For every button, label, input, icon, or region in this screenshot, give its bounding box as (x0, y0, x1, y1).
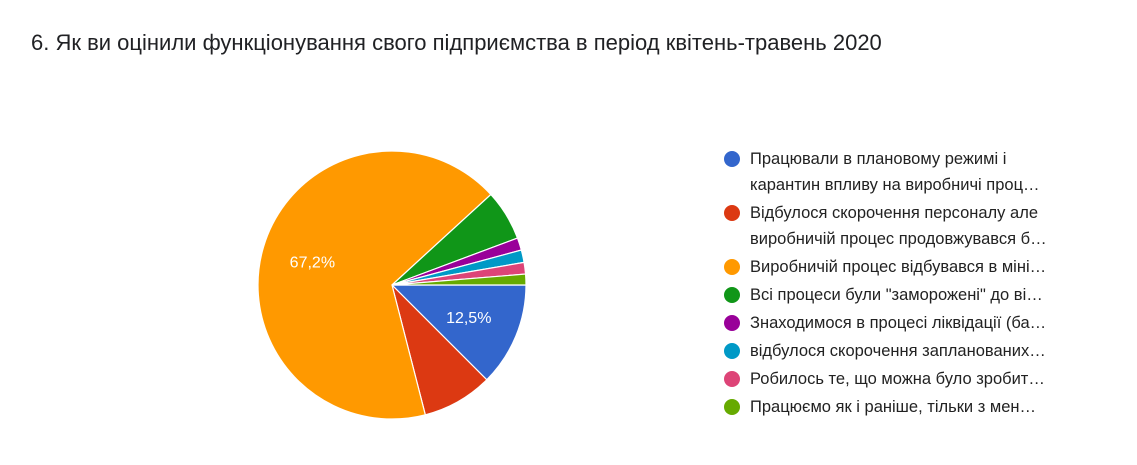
legend-color-dot (724, 343, 740, 359)
slice-data-label-3: 67,2% (290, 254, 335, 271)
legend-color-dot (724, 315, 740, 331)
legend-item-4[interactable]: Всі процеси були "заморожені" до ві… (722, 282, 1082, 308)
legend-label: Відбулося скорочення персоналу але вироб… (750, 204, 1047, 248)
legend-color-dot (724, 287, 740, 303)
chart-title: 6. Як ви оцінили функціонування свого пі… (31, 30, 882, 55)
legend-label: Всі процеси були "заморожені" до ві… (750, 286, 1043, 304)
legend-color-dot (724, 151, 740, 167)
legend-color-dot (724, 259, 740, 275)
legend-item-6[interactable]: відбулося скорочення запланованих… (722, 338, 1082, 364)
legend-item-3[interactable]: Виробничій процес відбувався в міні… (722, 254, 1082, 280)
pie-slice-3[interactable] (257, 150, 492, 420)
pie-slice-8[interactable] (391, 273, 527, 286)
legend-item-2[interactable]: Відбулося скорочення персоналу але вироб… (722, 200, 1082, 252)
chart-legend: Працювали в плановому режимі і карантин … (722, 146, 1082, 422)
legend-label: Знаходимося в процесі ліквідації (ба… (750, 314, 1047, 332)
legend-color-dot (724, 371, 740, 387)
legend-item-1[interactable]: Працювали в плановому режимі і карантин … (722, 146, 1082, 198)
legend-item-5[interactable]: Знаходимося в процесі ліквідації (ба… (722, 310, 1082, 336)
legend-color-dot (724, 399, 740, 415)
legend-label: Виробничій процес відбувався в міні… (750, 258, 1047, 276)
legend-item-8[interactable]: Працюємо як і раніше, тільки з мен… (722, 394, 1082, 420)
legend-label: відбулося скорочення запланованих… (750, 342, 1046, 360)
pie-slice-1[interactable] (390, 284, 527, 381)
legend-label: Працюємо як і раніше, тільки з мен… (750, 398, 1037, 416)
legend-label: Робилось те, що можна було зробит… (750, 370, 1045, 388)
legend-color-dot (724, 205, 740, 221)
slice-data-label-1: 12,5% (446, 310, 491, 327)
legend-label: Працювали в плановому режимі і карантин … (750, 150, 1040, 194)
legend-item-7[interactable]: Робилось те, що можна було зробит… (722, 366, 1082, 392)
